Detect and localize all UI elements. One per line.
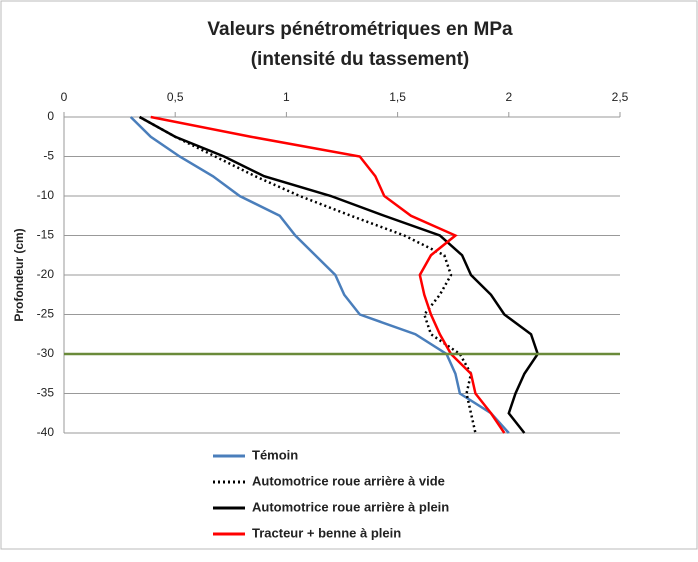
y-tick-label: -5 bbox=[43, 149, 54, 163]
x-tick-label: 2 bbox=[505, 90, 512, 104]
legend-label: Automotrice roue arrière à vide bbox=[252, 473, 445, 488]
legend-label: Témoin bbox=[252, 447, 298, 462]
y-tick-label: -40 bbox=[37, 425, 55, 439]
series-line bbox=[150, 115, 506, 434]
x-tick-label: 0,5 bbox=[167, 90, 184, 104]
chart-title: Valeurs pénétrométriques en MPa bbox=[207, 19, 513, 40]
y-tick-label: -25 bbox=[37, 307, 55, 321]
y-tick-label: -35 bbox=[37, 386, 55, 400]
y-tick-label: 0 bbox=[47, 109, 54, 123]
legend-label: Tracteur + benne à plein bbox=[252, 525, 401, 540]
x-tick-label: 2,5 bbox=[612, 90, 629, 104]
x-tick-label: 1,5 bbox=[389, 90, 406, 104]
chart-title: (intensité du tassement) bbox=[251, 49, 470, 70]
legend-label: Automotrice roue arrière à plein bbox=[252, 499, 449, 514]
series-line bbox=[129, 116, 510, 434]
series-line bbox=[139, 115, 540, 434]
y-axis-title: Profondeur (cm) bbox=[12, 228, 26, 321]
y-tick-label: -20 bbox=[37, 267, 55, 281]
x-tick-label: 0 bbox=[61, 90, 68, 104]
y-tick-label: -15 bbox=[37, 228, 55, 242]
x-tick-label: 1 bbox=[283, 90, 290, 104]
series-line bbox=[139, 115, 477, 434]
y-tick-label: -30 bbox=[37, 346, 55, 360]
y-tick-label: -10 bbox=[37, 188, 55, 202]
